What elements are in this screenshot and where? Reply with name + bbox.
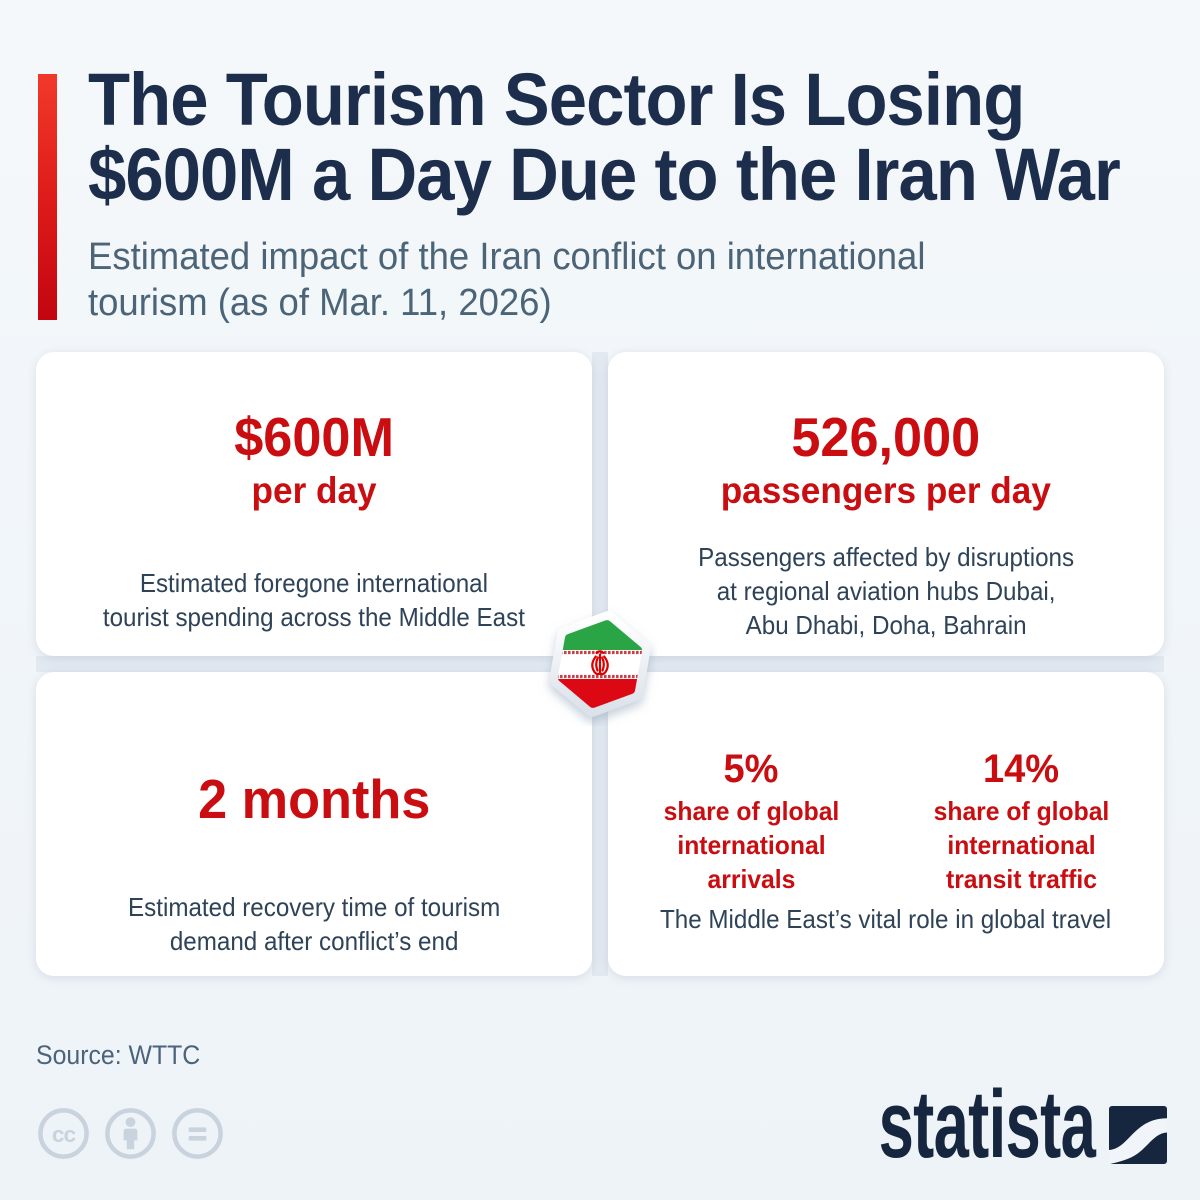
- card-global-share: 5% share of global international arrival…: [608, 672, 1164, 976]
- stat-value: 14%: [982, 747, 1060, 791]
- cc-by-icon: [105, 1108, 156, 1159]
- statista-wordmark: statista: [878, 1071, 1095, 1178]
- card-passengers: 526,000 passengers per day Passengers af…: [608, 352, 1164, 656]
- stat-block: $600M per day: [230, 406, 398, 514]
- stat-unit: passengers per day: [720, 470, 1052, 511]
- statista-logo-mark-icon: [1109, 1106, 1167, 1164]
- svg-text:cc: cc: [52, 1122, 76, 1147]
- license-icons: cc: [36, 1106, 225, 1161]
- stat-description: Passengers affected by disruptions at re…: [698, 542, 1074, 640]
- stat-unit: per day: [251, 470, 377, 511]
- stat-value: 5%: [723, 747, 779, 791]
- stat-arrivals: 5% share of global international arrival…: [616, 744, 886, 896]
- stat-block: 526,000 passengers per day: [712, 406, 1060, 514]
- accent-bar: [38, 74, 57, 320]
- stat-label: share of global international transit tr…: [933, 796, 1109, 894]
- stat-value: 2 months: [197, 768, 431, 830]
- cc-nd-icon: [172, 1108, 223, 1159]
- stat-description: Estimated foregone international tourist…: [102, 568, 526, 632]
- cc-icon: cc: [38, 1108, 89, 1159]
- iran-flag-icon: [549, 611, 651, 717]
- stat-block: 2 months: [192, 768, 436, 830]
- source-note: Source: WTTC: [36, 1040, 201, 1070]
- statista-logo: statista: [767, 1077, 1167, 1173]
- stat-label: share of global international arrivals: [663, 796, 839, 894]
- card-daily-loss: $600M per day Estimated foregone interna…: [36, 352, 592, 656]
- stat-description: The Middle East’s vital role in global t…: [660, 904, 1112, 934]
- page-subtitle: Estimated impact of the Iran conflict on…: [88, 236, 926, 324]
- stat-value: 526,000: [791, 406, 981, 468]
- stat-transit: 14% share of global international transi…: [886, 744, 1156, 896]
- page-title: The Tourism Sector Is Losing $600M a Day…: [88, 58, 1121, 216]
- stat-cards: $600M per day Estimated foregone interna…: [36, 352, 1164, 976]
- stat-description: Estimated recovery time of tourism deman…: [127, 892, 501, 956]
- card-recovery-time: 2 months Estimated recovery time of tour…: [36, 672, 592, 976]
- stat-value: $600M: [234, 406, 394, 468]
- dual-stats: 5% share of global international arrival…: [616, 744, 1156, 896]
- iran-flag-badge: [538, 602, 662, 726]
- iran-emblem-icon: [591, 650, 609, 676]
